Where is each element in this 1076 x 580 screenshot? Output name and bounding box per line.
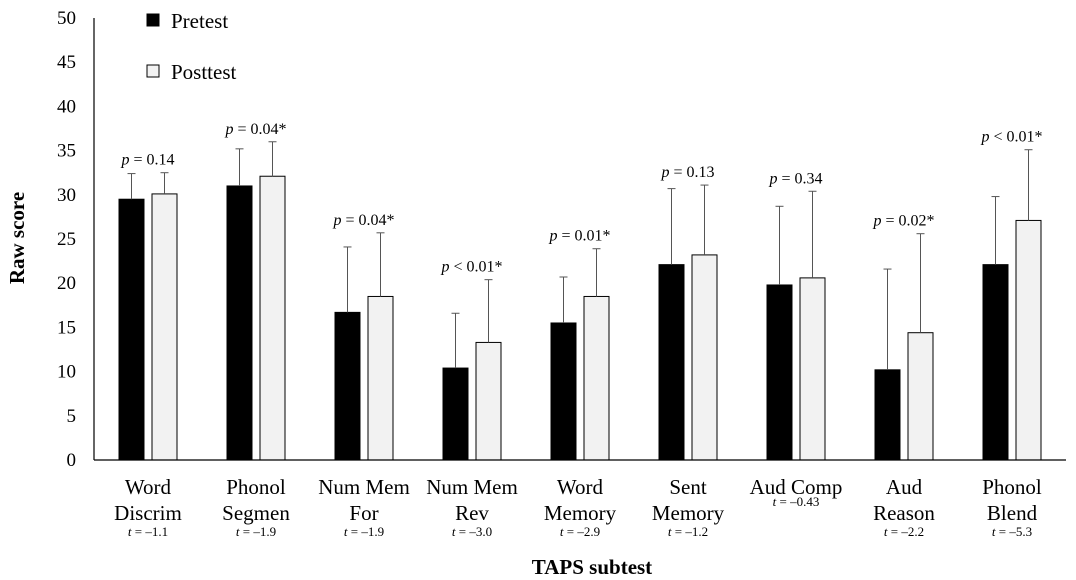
t-value-label: t = –1.2 xyxy=(668,524,708,539)
x-axis-title: TAPS subtest xyxy=(532,555,652,579)
category-label: Segmen xyxy=(222,501,290,525)
p-value-label: p = 0.04* xyxy=(332,212,394,229)
y-axis-title: Raw score xyxy=(5,192,29,284)
category-label: Phonol xyxy=(982,475,1042,499)
y-tick-label: 15 xyxy=(57,317,76,338)
legend: Pretest Posttest xyxy=(146,9,237,84)
bar-pretest xyxy=(118,198,145,461)
bar-pretest xyxy=(334,311,361,461)
y-tick-label: 30 xyxy=(57,185,76,206)
t-value-label: t = –0.43 xyxy=(773,494,820,509)
t-value-label: t = –1.9 xyxy=(344,524,384,539)
category-label: Sent xyxy=(669,475,707,499)
p-value-label: p = 0.02* xyxy=(872,213,934,230)
p-value-label: p = 0.04* xyxy=(224,121,286,138)
category-label: Memory xyxy=(652,501,725,525)
bar-pretest xyxy=(766,284,793,461)
y-axis-ticks: 0 5 10 15 20 25 30 35 40 45 50 xyxy=(57,8,76,471)
y-tick-label: 40 xyxy=(57,96,76,117)
bar-posttest xyxy=(1015,219,1042,461)
bar-pretest xyxy=(658,264,685,461)
p-value-label: p = 0.14 xyxy=(120,152,174,169)
bar-posttest xyxy=(259,175,286,461)
bar-posttest xyxy=(583,295,610,461)
p-value-label: p = 0.01* xyxy=(548,228,610,245)
bar-posttest xyxy=(475,341,502,461)
legend-label-posttest: Posttest xyxy=(171,60,237,84)
y-tick-label: 10 xyxy=(57,362,76,383)
t-value-label: t = –3.0 xyxy=(452,524,492,539)
category-label: Aud Comp xyxy=(750,475,843,499)
bar-posttest xyxy=(367,295,394,461)
p-value-label: p = 0.34 xyxy=(768,170,822,187)
category-label: Discrim xyxy=(114,501,182,525)
y-tick-label: 50 xyxy=(57,8,76,29)
category-label: Blend xyxy=(987,501,1038,525)
bar-posttest xyxy=(151,193,178,461)
bar-pretest xyxy=(442,367,469,461)
p-value-label: p = 0.13 xyxy=(660,164,714,181)
bar-pretest xyxy=(550,322,577,461)
y-tick-label: 5 xyxy=(67,406,77,427)
legend-swatch-posttest xyxy=(146,64,160,78)
y-tick-label: 20 xyxy=(57,273,76,294)
category-label: Word xyxy=(557,475,604,499)
legend-swatch-pretest xyxy=(146,13,160,27)
category-label: Num Mem xyxy=(426,475,518,499)
category-label: Rev xyxy=(455,501,489,525)
y-tick-label: 25 xyxy=(57,229,76,250)
t-value-label: t = –2.9 xyxy=(560,524,600,539)
bar-posttest xyxy=(691,254,718,461)
t-value-label: t = –2.2 xyxy=(884,524,924,539)
category-label: Word xyxy=(125,475,172,499)
category-label: Phonol xyxy=(226,475,286,499)
category-label: Reason xyxy=(873,501,935,525)
t-value-label: t = –1.1 xyxy=(128,524,168,539)
bar-posttest xyxy=(907,332,934,461)
p-value-annotations: p = 0.14 p = 0.04* p = 0.04* p < 0.01* p = 0… xyxy=(120,121,1042,276)
bar-pretest xyxy=(874,369,901,461)
t-value-label: t = –1.9 xyxy=(236,524,276,539)
bar-pretest xyxy=(226,185,253,461)
axes xyxy=(93,18,1066,461)
p-value-label: p < 0.01* xyxy=(440,259,502,276)
t-value-annotations: t = –1.1 t = –1.9 t = –1.9 t = –3.0 t = –2.9… xyxy=(128,494,1032,539)
legend-label-pretest: Pretest xyxy=(171,9,228,33)
p-value-label: p < 0.01* xyxy=(980,129,1042,146)
category-label: Num Mem xyxy=(318,475,410,499)
bar-pretest xyxy=(982,264,1009,461)
category-label: Aud xyxy=(886,475,923,499)
t-value-label: t = –5.3 xyxy=(992,524,1032,539)
bar-posttest xyxy=(799,277,826,461)
category-label: For xyxy=(349,501,378,525)
bars xyxy=(118,141,1042,461)
y-tick-label: 35 xyxy=(57,141,76,162)
y-tick-label: 45 xyxy=(57,52,76,73)
y-tick-label: 0 xyxy=(67,450,77,471)
category-label: Memory xyxy=(544,501,617,525)
